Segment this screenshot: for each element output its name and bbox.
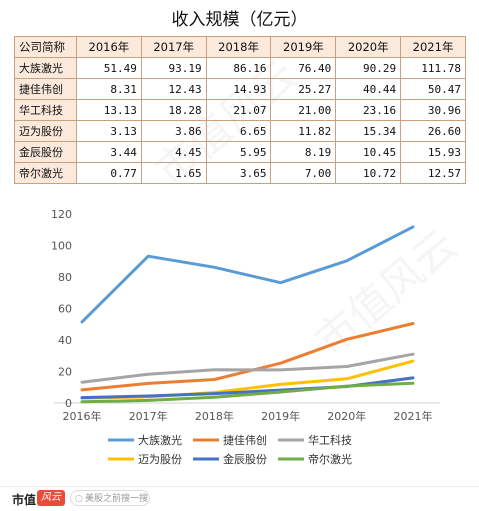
company-name-cell: 帝尔激光 (14, 162, 77, 184)
legend-label: 帝尔激光 (308, 452, 352, 466)
table-header-cell: 2020年 (335, 36, 402, 58)
y-tick-label: 60 (58, 303, 72, 316)
table-header-cell: 2016年 (76, 36, 142, 58)
legend-label: 华工科技 (308, 433, 352, 447)
table-cell: 90.29 (335, 57, 402, 79)
company-name-cell: 捷佳伟创 (14, 78, 77, 100)
x-tick-label: 2020年 (327, 409, 366, 423)
table-cell: 15.93 (400, 141, 466, 163)
footer-bar: 市值 风云 ○ 美股之前搜一搜 (0, 486, 479, 511)
table-row: 捷佳伟创 8.31 12.43 14.93 25.27 40.44 50.47 (14, 78, 466, 100)
table-cell: 93.19 (140, 57, 207, 79)
company-name-cell: 华工科技 (14, 99, 77, 121)
chart-title: 收入规模（亿元） (171, 10, 308, 30)
table-cell: 8.31 (76, 78, 142, 100)
table-cell: 4.45 (140, 141, 207, 163)
table-cell: 25.27 (270, 78, 337, 100)
brand-badge: 风云 (37, 490, 65, 506)
company-name-cell: 大族激光 (14, 57, 77, 79)
table-cell: 40.44 (335, 78, 402, 100)
table-cell: 26.60 (400, 120, 466, 142)
legend-label: 金辰股份 (223, 452, 267, 466)
table-cell: 0.77 (76, 162, 142, 184)
x-tick-label: 2021年 (394, 409, 433, 423)
table-cell: 8.19 (270, 141, 337, 163)
legend-label: 捷佳伟创 (223, 433, 267, 447)
table-header-row: 公司简称 2016年 2017年 2018年 2019年 2020年 2021年 (14, 36, 466, 58)
table-row: 帝尔激光 0.77 1.65 3.65 7.00 10.72 12.57 (14, 162, 466, 184)
table-cell: 10.72 (335, 162, 402, 184)
table-cell: 6.65 (205, 120, 272, 142)
table-cell: 51.49 (76, 57, 142, 79)
table-cell: 11.82 (270, 120, 337, 142)
table-row: 华工科技 13.13 18.28 21.07 21.00 23.16 30.96 (14, 99, 466, 121)
y-tick-label: 20 (58, 366, 72, 379)
table-cell: 12.57 (400, 162, 466, 184)
table-cell: 21.07 (205, 99, 272, 121)
x-tick-label: 2017年 (129, 409, 168, 423)
y-tick-label: 80 (58, 271, 72, 284)
table-cell: 15.34 (335, 120, 402, 142)
company-name-cell: 迈为股份 (14, 120, 77, 142)
table-cell: 5.95 (205, 141, 272, 163)
brand-logo: 市值 (12, 493, 37, 507)
table-header-cell: 2018年 (205, 36, 272, 58)
table-header-cell: 公司简称 (14, 36, 77, 58)
table-cell: 21.00 (270, 99, 337, 121)
company-name-cell: 金辰股份 (14, 141, 77, 163)
table-cell: 3.86 (140, 120, 207, 142)
series-line (80, 225, 415, 324)
table-cell: 3.65 (205, 162, 272, 184)
table-cell: 86.16 (205, 57, 272, 79)
table-row: 大族激光 51.49 93.19 86.16 76.40 90.29 111.7… (14, 57, 466, 79)
table-cell: 3.13 (76, 120, 142, 142)
table-cell: 14.93 (205, 78, 272, 100)
table-header-cell: 2019年 (270, 36, 337, 58)
table-cell: 111.78 (400, 57, 466, 79)
table-cell: 76.40 (270, 57, 337, 79)
table-cell: 30.96 (400, 99, 466, 121)
table-cell: 12.43 (140, 78, 207, 100)
table-row: 迈为股份 3.13 3.86 6.65 11.82 15.34 26.60 (14, 120, 466, 142)
legend-label: 迈为股份 (138, 453, 182, 466)
table-cell: 18.28 (140, 99, 207, 121)
table-cell: 10.45 (335, 141, 402, 163)
table-cell: 7.00 (270, 162, 337, 184)
line-chart: 0 20 40 60 80 100 120 2016年 2017年 2018年 2019年 2020年… (51, 208, 440, 466)
search-icon: ○ (75, 494, 83, 504)
x-tick-label: 2018年 (195, 409, 234, 423)
series-line (80, 352, 415, 384)
x-tick-label: 2019年 (261, 409, 300, 423)
series-line (80, 322, 415, 392)
table-cell: 1.65 (140, 162, 207, 184)
table-cell: 23.16 (335, 99, 402, 121)
legend-label: 大族激光 (138, 433, 182, 447)
table-cell: 13.13 (76, 99, 142, 121)
table-row: 金辰股份 3.44 4.45 5.95 8.19 10.45 15.93 (14, 141, 466, 163)
table-header-cell: 2021年 (400, 36, 466, 58)
revenue-table: 公司简称 2016年 2017年 2018年 2019年 2020年 2021年… (14, 36, 466, 184)
y-tick-label: 0 (65, 397, 72, 410)
table-cell: 50.47 (400, 78, 466, 100)
y-tick-label: 40 (58, 334, 72, 347)
table-cell: 3.44 (76, 141, 142, 163)
series-line (80, 381, 415, 404)
y-tick-label: 100 (51, 240, 72, 253)
table-header-cell: 2017年 (140, 36, 207, 58)
x-tick-label: 2016年 (63, 409, 102, 423)
search-placeholder: 美股之前搜一搜 (85, 494, 149, 504)
y-tick-label: 120 (51, 208, 72, 221)
search-box[interactable]: ○ 美股之前搜一搜 (70, 490, 150, 506)
